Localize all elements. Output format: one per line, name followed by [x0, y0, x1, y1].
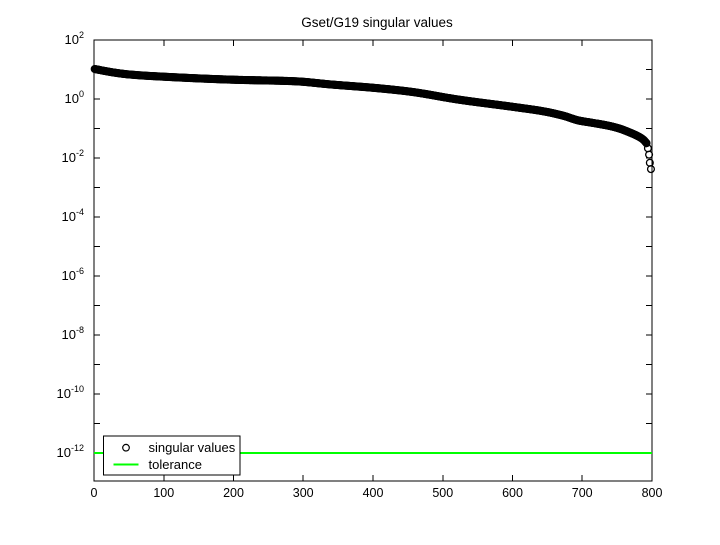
- svg-text:400: 400: [363, 486, 384, 500]
- svg-text:Gset/G19 singular values: Gset/G19 singular values: [301, 15, 453, 30]
- svg-text:tolerance: tolerance: [149, 457, 202, 472]
- svg-text:0: 0: [91, 486, 98, 500]
- svg-text:200: 200: [223, 486, 244, 500]
- svg-text:800: 800: [642, 486, 663, 500]
- svg-text:600: 600: [502, 486, 523, 500]
- svg-text:500: 500: [432, 486, 453, 500]
- svg-text:100: 100: [153, 486, 174, 500]
- svg-text:700: 700: [572, 486, 593, 500]
- svg-text:singular values: singular values: [149, 440, 236, 455]
- svg-text:300: 300: [293, 486, 314, 500]
